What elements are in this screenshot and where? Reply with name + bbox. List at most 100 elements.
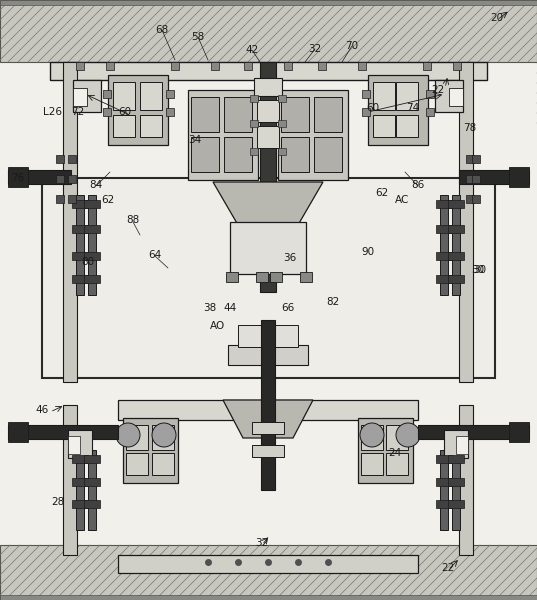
Bar [230,222,306,274]
Bar [0,0,537,5]
Bar [0,0,537,62]
Bar [318,62,326,70]
Bar [452,450,460,530]
Bar [358,62,366,70]
Bar [426,108,434,116]
Bar [448,225,464,233]
Bar [252,445,284,457]
Bar [76,450,84,530]
Bar [191,97,219,132]
Polygon shape [213,182,323,225]
Bar [108,75,168,145]
Text: 60: 60 [119,107,132,117]
Bar [56,155,64,163]
Bar [509,167,529,187]
Text: 66: 66 [281,303,295,313]
Text: 62: 62 [101,195,114,205]
Bar [126,453,148,475]
Circle shape [360,423,384,447]
Text: 28: 28 [52,497,64,507]
Text: 30: 30 [471,265,484,275]
Bar [278,90,348,180]
Bar [84,252,100,260]
Bar [0,545,537,600]
Bar [448,252,464,260]
Bar [188,90,258,180]
Polygon shape [223,400,313,438]
Bar [373,115,395,137]
Bar [113,115,135,137]
Bar [436,478,452,486]
Bar [448,500,464,508]
Bar [472,155,480,163]
Text: 82: 82 [326,297,339,307]
Circle shape [152,423,176,447]
Bar [386,453,408,475]
Bar [426,90,434,98]
Text: 86: 86 [411,180,425,190]
Bar [152,425,174,450]
Bar [8,422,28,442]
Bar [466,155,474,163]
Bar [72,200,88,208]
Bar [118,400,418,420]
Bar [8,170,71,184]
Bar [250,148,258,155]
Bar [466,175,474,183]
Bar [191,137,219,172]
Text: 36: 36 [284,253,296,263]
Bar [300,272,312,282]
Bar [171,62,179,70]
Bar [118,555,418,573]
Text: 68: 68 [155,25,169,35]
Bar [456,436,468,454]
Bar [88,450,96,530]
Bar [257,126,279,148]
Bar [84,455,100,463]
Bar [250,120,258,127]
Bar [358,418,413,483]
Bar [224,97,252,132]
Text: 88: 88 [126,215,140,225]
Bar [466,195,474,203]
Bar [42,178,495,378]
Text: 38: 38 [204,303,216,313]
Bar [73,80,101,112]
Bar [278,148,286,155]
Bar [228,345,308,365]
Bar [68,436,80,454]
Circle shape [116,423,140,447]
Bar [373,82,395,110]
Bar [448,200,464,208]
Text: 78: 78 [463,123,477,133]
Bar [140,82,162,110]
Bar [278,95,286,102]
Bar [152,453,174,475]
Text: 32: 32 [308,44,322,54]
Bar [76,62,84,70]
Circle shape [396,423,420,447]
Bar [166,90,174,98]
Text: 34: 34 [188,135,201,145]
Text: 58: 58 [191,32,205,42]
Text: 80: 80 [82,257,95,267]
Bar [257,100,279,122]
Bar [452,195,460,295]
Bar [261,320,275,490]
Text: L26: L26 [42,107,62,117]
Text: 84: 84 [89,180,103,190]
Bar [244,62,252,70]
Bar [254,78,282,96]
Bar [386,425,408,450]
Bar [238,325,298,347]
Bar [440,450,448,530]
Text: 62: 62 [375,188,389,198]
Bar [449,88,463,106]
Bar [509,422,529,442]
Text: 60: 60 [366,103,380,113]
Bar [368,75,428,145]
Bar [103,108,111,116]
Bar [56,195,64,203]
Bar [88,195,96,295]
Bar [72,478,88,486]
